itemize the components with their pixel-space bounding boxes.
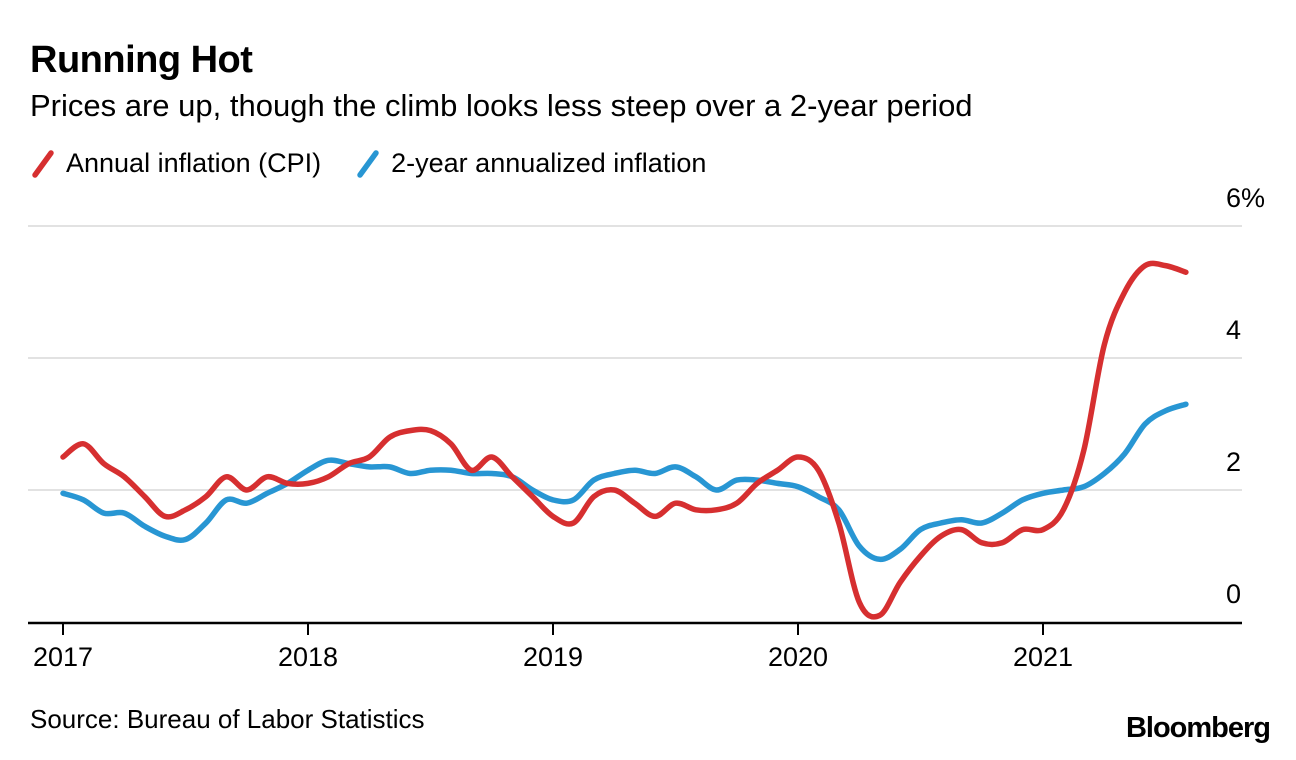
red-line-swatch-icon bbox=[32, 149, 54, 178]
x-tick-label: 2021 bbox=[1012, 642, 1074, 672]
y-tick-label: 6% bbox=[1226, 183, 1266, 213]
legend-label: Annual inflation (CPI) bbox=[66, 148, 322, 178]
chart-subtitle: Prices are up, though the climb looks le… bbox=[30, 88, 973, 123]
x-tick-label: 2017 bbox=[32, 642, 94, 672]
x-tick-label: 2020 bbox=[767, 642, 829, 672]
x-tick-label: 2018 bbox=[277, 642, 339, 672]
y-tick-label: 2 bbox=[1226, 447, 1242, 477]
y-tick-label: 4 bbox=[1226, 315, 1242, 345]
x-tick-label: 2019 bbox=[522, 642, 584, 672]
legend-label: 2-year annualized inflation bbox=[391, 148, 707, 178]
source-note: Source: Bureau of Labor Statistics bbox=[30, 704, 425, 734]
series-line-0 bbox=[60, 260, 1189, 620]
bloomberg-logo: Bloomberg bbox=[1125, 712, 1271, 744]
y-tick-label: 0 bbox=[1226, 579, 1242, 609]
blue-line-swatch-icon bbox=[357, 149, 379, 178]
legend-item-2yr-annualized: 2-year annualized inflation bbox=[355, 148, 706, 179]
series-line-1 bbox=[60, 401, 1189, 563]
legend: Annual inflation (CPI) 2-year annualized… bbox=[30, 148, 706, 179]
legend-item-annual-inflation: Annual inflation (CPI) bbox=[30, 148, 321, 179]
chart-title: Running Hot bbox=[30, 39, 253, 81]
